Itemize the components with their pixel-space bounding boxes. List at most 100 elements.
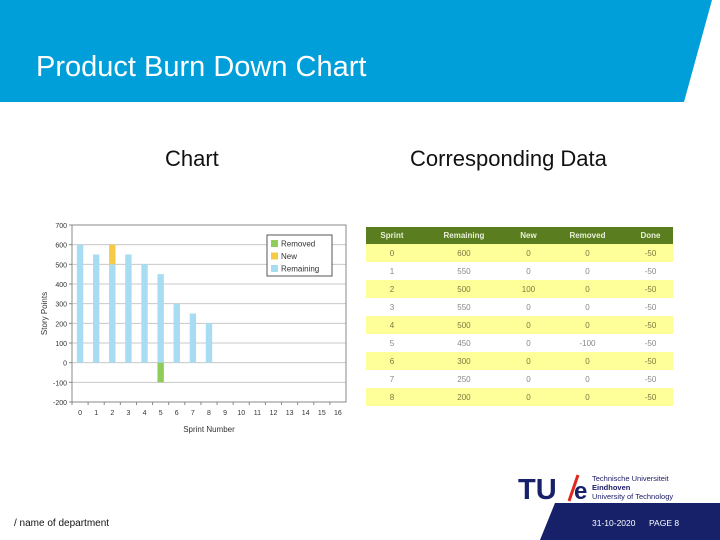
table-cell: 0 xyxy=(509,352,547,370)
slide-date: 31-10-2020 xyxy=(592,518,636,528)
table-cell: 7 xyxy=(366,370,418,388)
legend-label: Removed xyxy=(281,240,315,249)
table-cell: 0 xyxy=(509,370,547,388)
table-cell: 500 xyxy=(417,280,510,298)
bar-remaining xyxy=(157,274,164,363)
x-tick-label: 11 xyxy=(254,410,261,417)
table-cell: -50 xyxy=(627,244,673,262)
table-row: 3 550 0 0 -50 xyxy=(366,298,673,316)
x-tick-label: 14 xyxy=(302,410,310,417)
table-cell: 0 xyxy=(546,280,628,298)
table-row: 5 450 0 -100 -50 xyxy=(366,334,673,352)
table-cell: -50 xyxy=(627,280,673,298)
data-heading: Corresponding Data xyxy=(410,146,607,171)
table-cell: 250 xyxy=(417,370,510,388)
table-cell: 0 xyxy=(366,244,418,262)
page-number: PAGE 8 xyxy=(649,518,680,528)
department-label: / name of department xyxy=(14,518,110,529)
bar-remaining xyxy=(76,244,84,363)
x-tick-label: 8 xyxy=(207,410,211,417)
table-cell: 8 xyxy=(366,388,418,406)
x-tick-label: 5 xyxy=(159,410,163,417)
x-tick-label: 16 xyxy=(334,410,342,417)
table-cell: 0 xyxy=(509,298,547,316)
university-name: Technische Universiteit Eindhoven Univer… xyxy=(592,474,673,501)
y-tick-label: 400 xyxy=(55,282,67,289)
svg-text:e: e xyxy=(574,478,587,503)
table-cell: 100 xyxy=(509,280,547,298)
y-tick-label: -100 xyxy=(53,380,67,387)
table-row: 8 200 0 0 -50 xyxy=(366,388,673,406)
x-tick-label: 2 xyxy=(110,410,114,417)
table-cell: 300 xyxy=(417,352,510,370)
legend-label: Remaining xyxy=(281,265,319,274)
table-row: 2 500 100 0 -50 xyxy=(366,280,673,298)
table-cell: 550 xyxy=(417,298,510,316)
table-cell: 0 xyxy=(546,352,628,370)
bar-remaining xyxy=(205,323,213,363)
x-tick-label: 4 xyxy=(143,410,147,417)
x-tick-label: 6 xyxy=(175,410,179,417)
table-cell: 0 xyxy=(546,316,628,334)
table-cell: -50 xyxy=(627,352,673,370)
table-cell: -50 xyxy=(627,388,673,406)
table-cell: 0 xyxy=(509,262,547,280)
table-cell: 0 xyxy=(546,298,628,316)
x-tick-label: 13 xyxy=(286,410,294,417)
table-cell: 0 xyxy=(546,262,628,280)
y-tick-label: 100 xyxy=(55,341,67,348)
bar-remaining xyxy=(125,254,132,363)
chart-heading: Chart xyxy=(165,146,219,171)
table-cell: 0 xyxy=(546,388,628,406)
table-header-remaining: Remaining xyxy=(417,227,510,244)
table-cell: 0 xyxy=(509,334,547,352)
bar-remaining xyxy=(109,264,116,363)
x-tick-label: 7 xyxy=(191,410,195,417)
bar-removed xyxy=(157,362,164,383)
x-tick-label: 3 xyxy=(126,410,130,417)
plot-frame xyxy=(71,224,347,403)
table-cell: 0 xyxy=(546,244,628,262)
legend-label: New xyxy=(281,252,297,261)
y-tick-label: 600 xyxy=(55,243,67,250)
data-table: Sprint Remaining New Removed Done 0 600 0 0 -50 1… xyxy=(366,227,673,406)
x-tick-label: 9 xyxy=(223,410,227,417)
table-cell: 600 xyxy=(417,244,510,262)
table-row: 7 250 0 0 -50 xyxy=(366,370,673,388)
x-tick-label: 12 xyxy=(270,410,278,417)
x-tick-label: 10 xyxy=(237,410,245,417)
table-cell: 0 xyxy=(509,316,547,334)
table-cell: 500 xyxy=(417,316,510,334)
table-row: 1 550 0 0 -50 xyxy=(366,262,673,280)
table-cell: 4 xyxy=(366,316,418,334)
x-tick-label: 0 xyxy=(78,410,82,417)
table-header-new: New xyxy=(509,227,547,244)
y-tick-label: 500 xyxy=(55,262,67,269)
y-tick-label: 700 xyxy=(55,223,67,230)
table-cell: -50 xyxy=(627,334,673,352)
table-cell: 6 xyxy=(366,352,418,370)
table-cell: 200 xyxy=(417,388,510,406)
x-tick-label: 1 xyxy=(94,410,98,417)
svg-text:TU: TU xyxy=(518,474,557,503)
table-header-removed: Removed xyxy=(546,227,628,244)
table-cell: 2 xyxy=(366,280,418,298)
y-tick-label: 200 xyxy=(55,321,67,328)
bar-remaining xyxy=(173,303,180,363)
table-row: 4 500 0 0 -50 xyxy=(366,316,673,334)
bar-remaining xyxy=(189,313,197,363)
table-cell: 5 xyxy=(366,334,418,352)
table-header-done: Done xyxy=(627,227,673,244)
legend-swatch-remaining xyxy=(271,265,278,272)
header-background xyxy=(0,0,712,102)
logo-line-2: Eindhoven xyxy=(592,483,631,492)
table-cell: 0 xyxy=(509,388,547,406)
x-axis-label: Sprint Number xyxy=(183,425,235,434)
table-row: 0 600 0 0 -50 xyxy=(366,244,673,262)
table-row: 6 300 0 0 -50 xyxy=(366,352,673,370)
logo-line-1: Technische Universiteit xyxy=(592,474,669,483)
legend-swatch-removed xyxy=(271,240,278,247)
table-cell: 3 xyxy=(366,298,418,316)
table-cell: 450 xyxy=(417,334,510,352)
